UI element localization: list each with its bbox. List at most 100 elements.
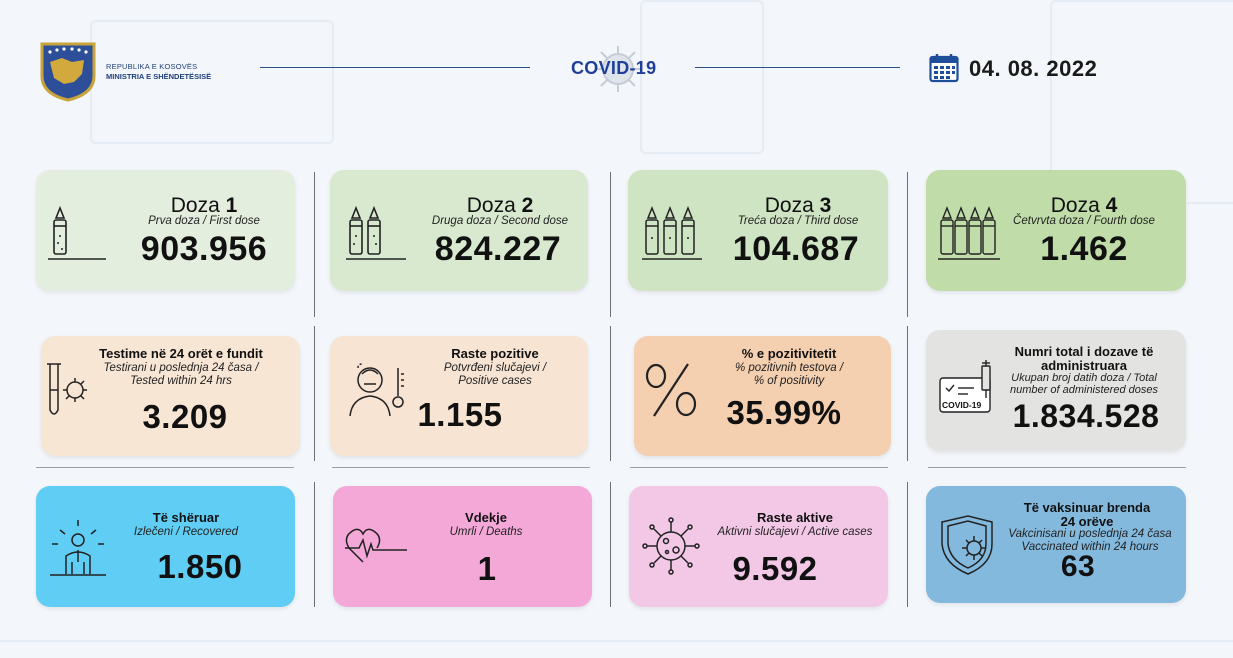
dose3-card: Doza 3 Treća doza / Third dose 104.687 [628,170,888,291]
dose2-title: Doza 2 [400,194,600,218]
covid-badge: COVID-19 [942,400,982,410]
row-divider [630,467,888,468]
column-divider [314,172,315,317]
active-value: 9.592 [732,550,818,587]
deaths-subtitle: Umrli / Deaths [449,526,523,538]
recovered-card: Të shëruar Izlečeni / Recovered 1.850 [36,486,295,607]
column-divider [314,482,315,607]
active-subtitle: Aktivni slučajevi / Active cases [717,526,873,538]
dose2-card: Doza 2 Druga doza / Second dose 824.227 [330,170,588,291]
calendar-icon [929,54,959,83]
dose3-number: 3 [819,194,832,217]
positivity-subtitle-1: % pozitivnih testova / [734,362,844,374]
ministry-line2: MINISTRIA E SHËNDETËSISË [106,72,212,81]
vaccine-certificate-icon [939,360,991,413]
dose2-value: 824.227 [434,230,562,268]
percent-icon [645,363,697,417]
dose3-value: 104.687 [732,230,860,268]
recovered-title: Të shëruar [152,510,220,525]
positivity-card: % e pozitivitetit % pozitivnih testova /… [634,336,891,456]
column-divider [610,172,611,317]
page-title: COVID-19 [571,58,657,78]
active-title: Raste aktive [757,510,833,525]
positive-value: 1.155 [417,396,503,433]
deaths-value: 1 [477,550,497,587]
column-divider [610,326,611,461]
vial-icon [48,205,106,260]
vaccinated-subtitle-2: Vaccinated within 24 hours [1021,541,1159,553]
recovered-subtitle: Izlečeni / Recovered [133,526,239,538]
dose1-value: 903.956 [140,230,268,268]
virus-icon [595,46,641,92]
total-doses-subtitle-1: Ukupan broj datih doza / Total [1011,372,1157,384]
deaths-title: Vdekje [465,510,507,525]
ministry-name: REPUBLIKA E KOSOVËS MINISTRIA E SHËNDETË… [106,62,211,82]
dose1-subtitle: Prva doza / First dose [148,215,260,227]
dose4-subtitle: Četvrvta doza / Fourth dose [1013,215,1155,227]
sick-person-icon [349,363,404,417]
tests-card: Testime në 24 orët e fundit Testirani u … [41,336,300,456]
report-date: 04. 08. 2022 [969,56,1098,81]
recovered-value: 1.850 [157,548,243,585]
kosovo-emblem-icon [40,42,96,102]
total-doses-title-2: administruara [1041,358,1127,373]
dose4-number: 4 [1105,194,1118,217]
vaccinated-value: 63 [1060,550,1096,583]
test-tube-icon [47,363,87,415]
dose4-title: Doza 4 [984,194,1184,218]
total-doses-title-1: Numri total i dozave të [1014,344,1154,359]
positivity-value: 35.99% [726,394,842,431]
dose3-subtitle: Treća doza / Third dose [737,215,859,227]
header-divider [260,67,530,68]
dose1-title: Doza 1 [104,194,304,218]
positive-subtitle-2: Positive cases [458,375,532,387]
positive-title: Raste pozitive [451,346,539,361]
background-decoration [0,640,1233,656]
dose4-value: 1.462 [1040,230,1128,268]
tests-title: Testime në 24 orët e fundit [99,346,263,361]
vaccinated-title-1: Të vaksinuar brenda [1023,500,1151,515]
dose3-label: Doza [764,194,814,217]
shield-virus-icon [941,515,993,575]
active-card: Raste aktive Aktivni slučajevi / Active … [629,486,888,607]
vaccinated-subtitle-1: Vakcinisani u poslednja 24 časa [1008,528,1172,540]
deaths-card: Vdekje Umrli / Deaths 1 [333,486,592,607]
total-doses-value: 1.834.528 [1012,398,1160,434]
positive-card: Raste pozitive Potvrđeni slučajevi / Pos… [330,336,588,456]
vaccinated-title-2: 24 orëve [1060,514,1114,529]
dose4-card: Doza 4 Četvrvta doza / Fourth dose 1.462 [926,170,1186,291]
dose3-title: Doza 3 [698,194,898,218]
column-divider [907,172,908,317]
row-divider [928,467,1186,468]
recovered-person-icon [50,520,106,576]
column-divider [907,482,908,607]
column-divider [610,482,611,607]
tests-value: 3.209 [142,398,228,435]
dose2-number: 2 [521,194,534,217]
column-divider [907,326,908,461]
total-doses-subtitle-2: number of administered doses [1010,384,1158,396]
vial-icon [938,206,1000,260]
heartbeat-icon [345,528,407,563]
dose2-label: Doza [466,194,516,217]
total-doses-card: COVID-19 Numri total i dozave të adminis… [926,330,1186,451]
dose4-label: Doza [1050,194,1100,217]
vial-icon [346,205,406,260]
positivity-subtitle-2: % of positivity [753,375,825,387]
background-decoration [640,0,764,154]
ministry-line1: REPUBLIKA E KOSOVËS [106,62,198,71]
dose1-label: Doza [170,194,220,217]
column-divider [314,326,315,461]
row-divider [36,467,294,468]
positivity-title: % e pozitivitetit [741,346,837,361]
background-decoration [90,20,334,144]
tests-subtitle-1: Testirani u poslednja 24 časa / [103,362,259,374]
dose1-card: Doza 1 Prva doza / First dose 903.956 [36,170,295,291]
row-divider [332,467,590,468]
dose2-subtitle: Druga doza / Second dose [431,215,569,227]
header-divider [695,67,900,68]
positive-subtitle-1: Potvrđeni slučajevi / [443,362,547,374]
vaccinated-card: Të vaksinuar brenda 24 orëve Vakcinisani… [926,486,1186,603]
dose1-number: 1 [225,194,238,217]
tests-subtitle-2: Tested within 24 hrs [130,375,232,387]
